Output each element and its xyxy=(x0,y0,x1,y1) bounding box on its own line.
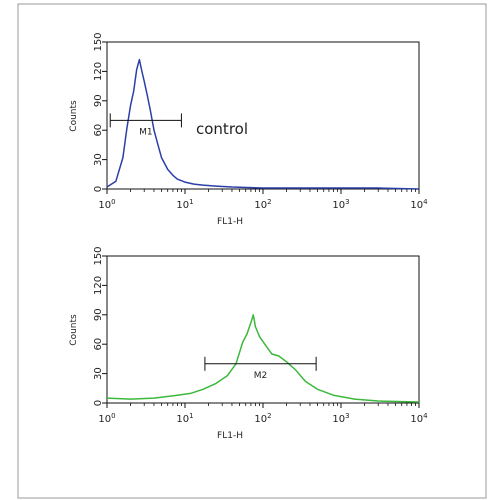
x-tick-label: 103 xyxy=(332,412,349,425)
x-tick-label: 100 xyxy=(98,412,115,425)
y-ticks-group: 0 30 60 90 120 150 xyxy=(93,32,107,192)
y-tick-label: 120 xyxy=(93,276,104,295)
outer-frame xyxy=(17,3,487,499)
y-tick-label: 120 xyxy=(93,62,104,81)
y-tick-label: 30 xyxy=(93,153,104,166)
y-tick-label: 30 xyxy=(93,367,104,380)
y-tick-label: 150 xyxy=(93,246,104,265)
histogram-line xyxy=(106,314,420,403)
y-tick-label: 0 xyxy=(93,400,104,406)
y-tick-label: 90 xyxy=(93,94,104,107)
y-tick-label: 150 xyxy=(93,32,104,51)
x-axis-title: FL1-H xyxy=(217,217,243,227)
y-tick-label: 60 xyxy=(93,338,104,351)
y-axis-title: Counts xyxy=(69,100,79,132)
x-tick-label: 101 xyxy=(176,412,193,425)
x-ticks-group: 100 101 102 103 104 xyxy=(98,403,428,425)
x-ticks-group: 100 101 102 103 104 xyxy=(98,189,428,211)
gate-label: M2 xyxy=(254,371,268,381)
histogram-series-group xyxy=(106,58,420,190)
gate-group: M2 xyxy=(204,356,317,381)
gate-group: M1 xyxy=(109,113,182,137)
annotation-control: control xyxy=(196,120,248,138)
y-tick-label: 60 xyxy=(93,124,104,137)
x-axis-title: FL1-H xyxy=(217,431,243,441)
x-tick-label: 103 xyxy=(332,198,349,211)
x-tick-label: 100 xyxy=(98,198,115,211)
y-tick-label: 0 xyxy=(93,186,104,192)
histogram-series-group xyxy=(106,314,420,403)
x-tick-label: 101 xyxy=(176,198,193,211)
x-tick-label: 102 xyxy=(254,198,271,211)
plot-frame xyxy=(106,255,420,404)
x-tick-label: 104 xyxy=(410,198,428,211)
y-ticks-group: 0 30 60 90 120 150 xyxy=(93,246,107,406)
y-axis-title: Counts xyxy=(69,314,79,346)
plot-frame xyxy=(106,41,420,190)
histogram-line xyxy=(106,58,420,190)
x-tick-label: 104 xyxy=(410,412,428,425)
y-tick-label: 90 xyxy=(93,308,104,321)
x-tick-label: 102 xyxy=(254,412,271,425)
gate-label: M1 xyxy=(139,127,153,137)
